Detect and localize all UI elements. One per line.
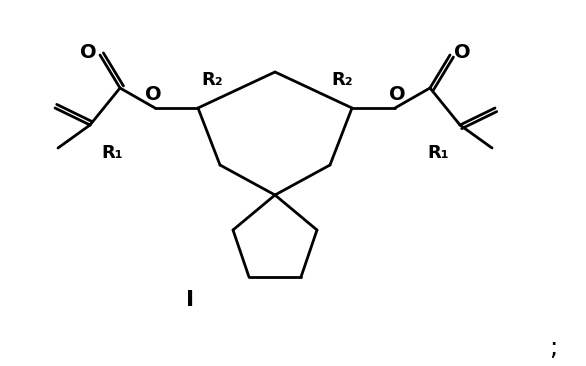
Text: R₁: R₁: [427, 144, 449, 162]
Text: O: O: [389, 85, 406, 104]
Text: R₂: R₂: [201, 71, 223, 89]
Text: O: O: [454, 44, 471, 63]
Text: O: O: [145, 85, 161, 104]
Text: R₂: R₂: [331, 71, 353, 89]
Text: R₁: R₁: [101, 144, 123, 162]
Text: O: O: [80, 44, 96, 63]
Text: ;: ;: [549, 336, 557, 360]
Text: I: I: [186, 290, 194, 310]
